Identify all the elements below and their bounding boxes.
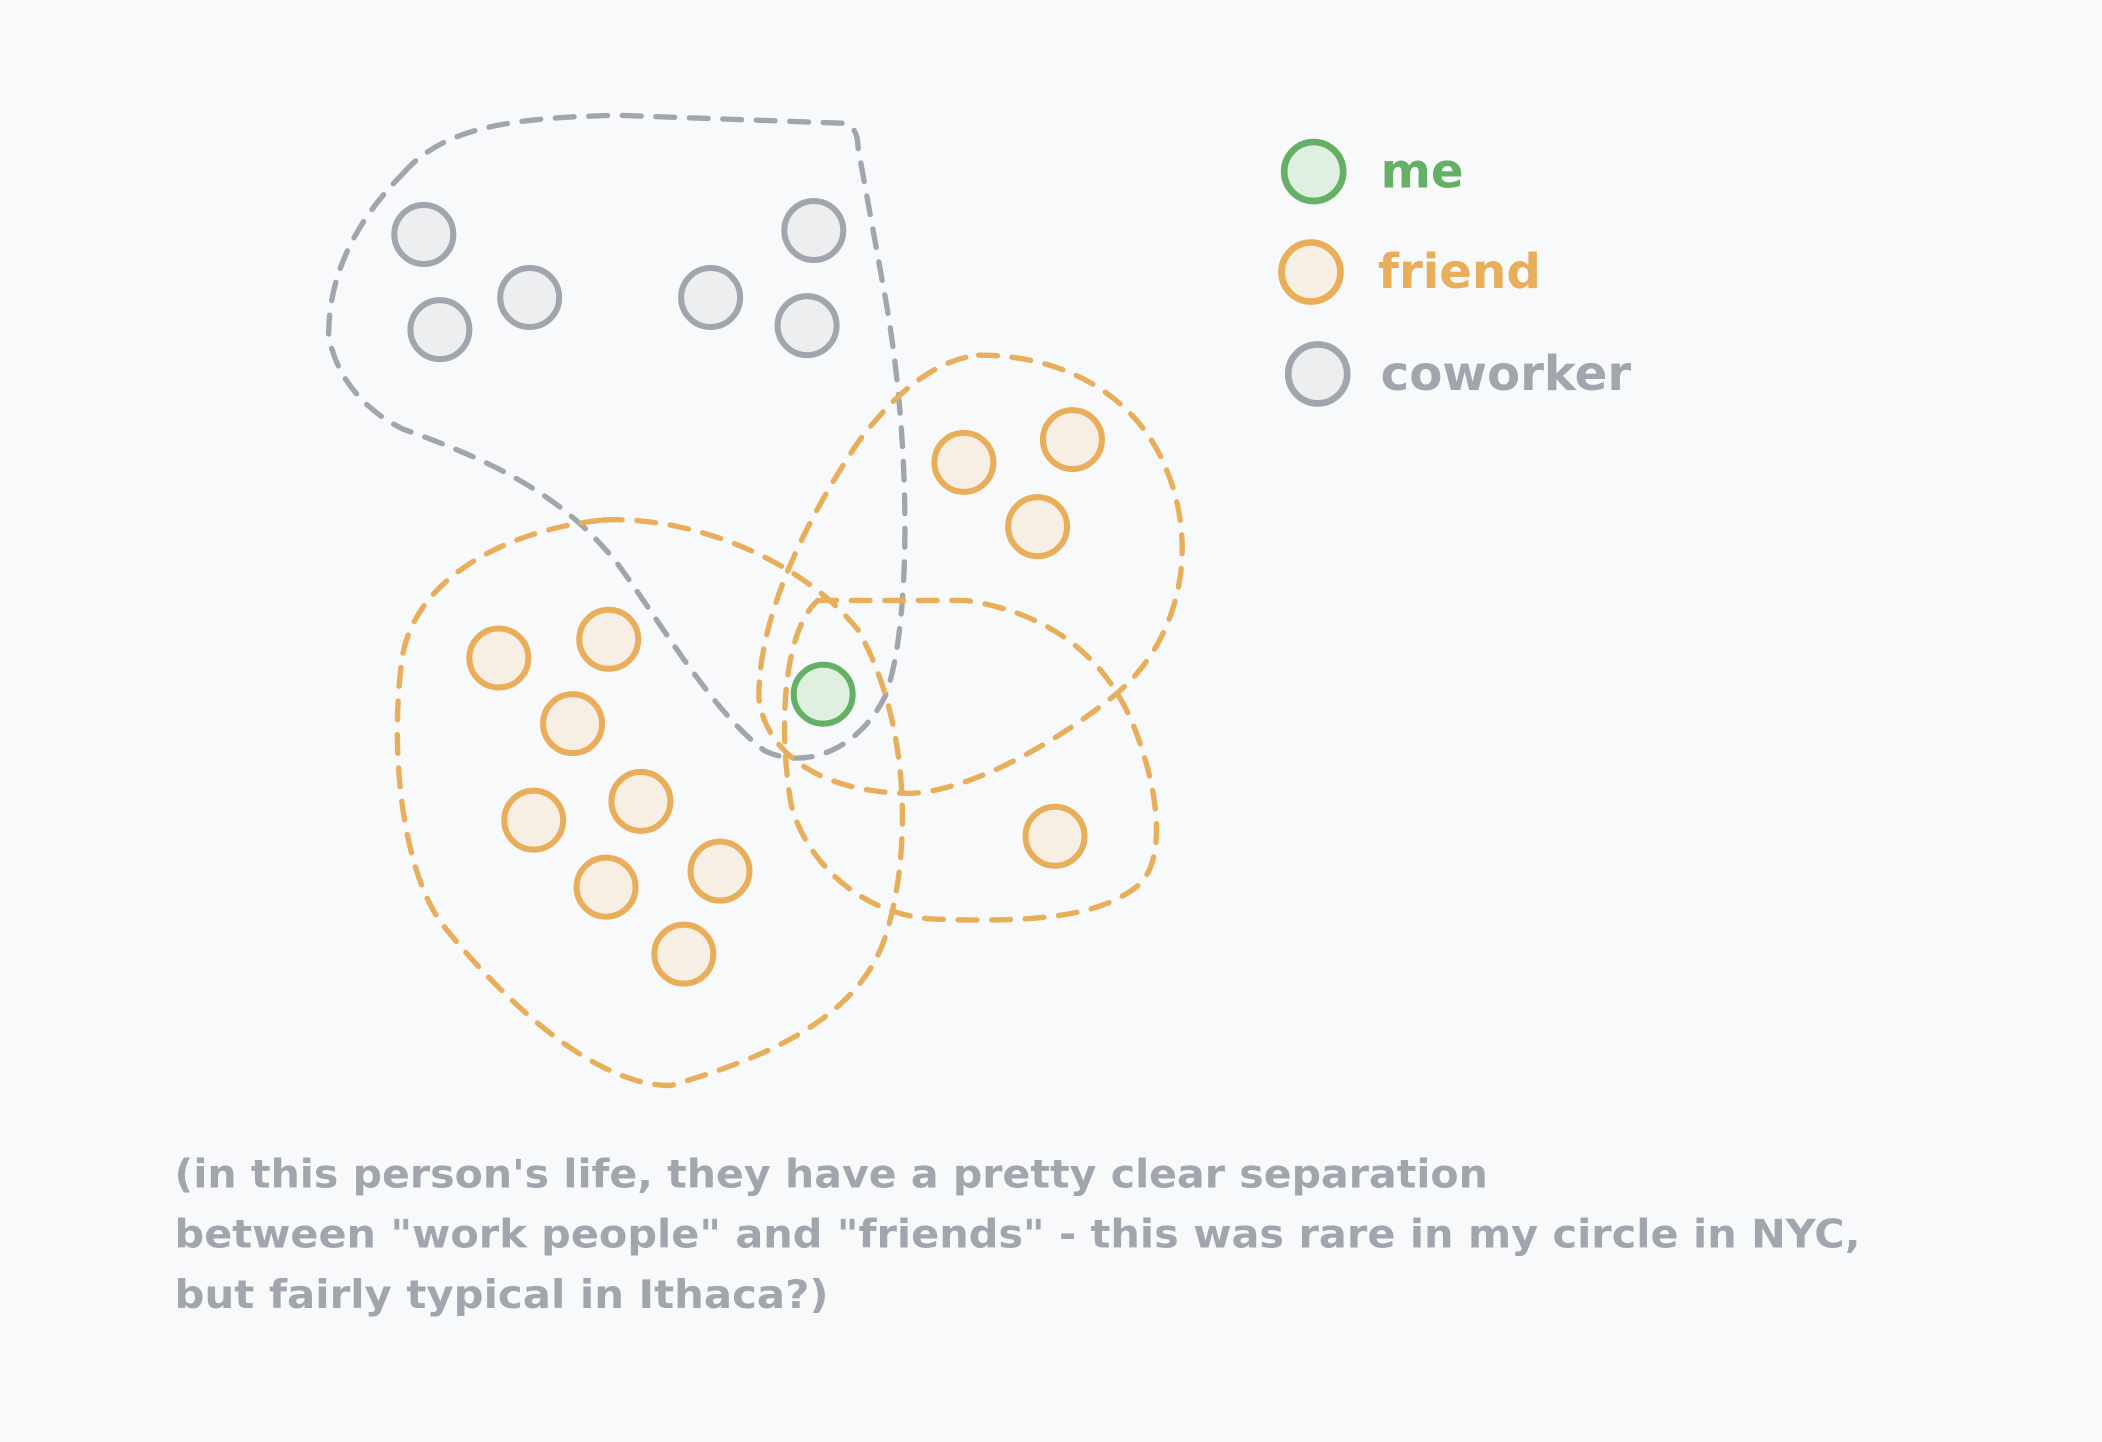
me-node xyxy=(790,661,856,727)
legend-me-swatch xyxy=(1280,138,1347,205)
friend-node xyxy=(1039,407,1105,473)
coworker-node xyxy=(497,265,563,331)
coworker-group-boundary xyxy=(325,112,908,761)
friend-node xyxy=(608,768,674,834)
legend-me-label: me xyxy=(1381,144,1464,200)
coworker-node xyxy=(781,198,847,264)
friend-node xyxy=(931,429,997,495)
legend-coworker-label: coworker xyxy=(1381,346,1632,402)
friend-group-top-right-boundary xyxy=(756,352,1185,797)
caption-line-2: between "work people" and "friends" - th… xyxy=(175,1213,1861,1258)
friend-node xyxy=(1022,803,1088,869)
friend-node xyxy=(501,787,567,853)
legend-coworker-swatch xyxy=(1284,341,1351,407)
coworker-node xyxy=(391,202,457,268)
legend-friend-label: friend xyxy=(1378,244,1541,300)
friend-node xyxy=(540,691,606,757)
friend-group-bottom-right-boundary xyxy=(781,597,1160,923)
friend-node xyxy=(687,838,753,904)
coworker-node xyxy=(774,293,840,359)
coworker-node xyxy=(678,265,744,331)
friend-node xyxy=(573,854,639,920)
caption-line-3: but fairly typical in Ithaca?) xyxy=(175,1273,829,1318)
friend-node xyxy=(576,606,642,672)
friend-node xyxy=(651,921,717,987)
legend-friend-swatch xyxy=(1278,239,1344,305)
coworker-node xyxy=(407,297,473,363)
friend-group-left-boundary xyxy=(394,517,906,1089)
caption-line-1: (in this person's life, they have a pret… xyxy=(175,1152,1488,1197)
friend-node xyxy=(1005,494,1071,560)
friend-node xyxy=(466,625,532,691)
